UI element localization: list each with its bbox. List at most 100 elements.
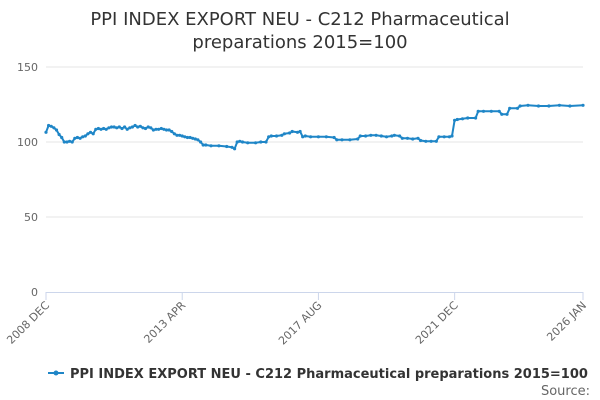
data-point [162, 127, 166, 131]
data-point [398, 134, 402, 138]
y-axis-labels: 0 50 100 150 [17, 61, 38, 299]
data-point [536, 104, 541, 108]
chart-title-line-2: preparations 2015=100 [192, 32, 407, 53]
data-point [191, 136, 195, 140]
data-point [390, 134, 394, 138]
data-point [348, 138, 352, 142]
data-point [508, 106, 512, 110]
x-axis-labels: 2008 DEC 2013 APR 2017 AUG 2021 DEC 2026 JAN [4, 299, 589, 348]
data-point [240, 140, 245, 144]
data-point [217, 144, 221, 148]
x-axis-ticks [45, 292, 584, 300]
data-point [442, 135, 446, 139]
data-point [167, 128, 171, 132]
data-point [225, 144, 229, 149]
data-point [149, 126, 153, 130]
data-point [280, 133, 284, 137]
x-tick-label-4: 2026 JAN [544, 299, 589, 344]
data-point [159, 126, 163, 131]
data-point [52, 126, 56, 130]
data-point [303, 134, 307, 138]
data-point [107, 126, 111, 130]
data-point [115, 126, 119, 130]
data-point [453, 118, 457, 122]
data-point [424, 139, 428, 143]
data-point [185, 135, 190, 140]
data-point [180, 134, 184, 138]
data-point [196, 138, 200, 142]
data-point [481, 109, 486, 113]
x-tick-label-0: 2008 DEC [4, 299, 52, 347]
data-point [47, 123, 51, 128]
legend-label: PPI INDEX EXPORT NEU - C212 Pharmaceutic… [70, 367, 588, 382]
data-point [136, 125, 140, 129]
data-point [518, 104, 522, 108]
data-point [290, 129, 294, 134]
data-point [75, 135, 79, 140]
data-point [209, 144, 213, 148]
data-point [54, 128, 59, 132]
data-point [335, 138, 339, 142]
data-point [411, 137, 415, 141]
data-point [295, 130, 300, 134]
data-point [233, 147, 237, 151]
data-point [400, 136, 404, 140]
data-point [73, 136, 77, 140]
data-point [175, 133, 179, 137]
credit-text[interactable]: Source: [541, 384, 590, 399]
y-tick-label-100: 100 [17, 136, 38, 149]
data-point [130, 125, 134, 129]
data-point [201, 143, 205, 147]
data-point [81, 135, 85, 139]
data-point [379, 134, 383, 138]
y-tick-label-50: 50 [24, 211, 38, 224]
data-point [301, 135, 305, 139]
data-point [384, 135, 389, 139]
data-point [437, 135, 441, 139]
data-point [83, 134, 87, 138]
data-point [141, 126, 145, 130]
data-point [526, 103, 530, 107]
data-point [128, 126, 132, 130]
data-point [199, 140, 203, 144]
data-point [157, 127, 161, 131]
data-point [68, 139, 72, 143]
data-point [133, 123, 137, 128]
data-point [204, 143, 208, 147]
data-point [356, 137, 360, 141]
data-point [450, 134, 454, 138]
legend[interactable]: PPI INDEX EXPORT NEU - C212 Pharmaceutic… [48, 367, 588, 382]
data-point [364, 134, 368, 138]
data-point [94, 127, 98, 131]
data-point [455, 117, 459, 122]
data-point [230, 145, 234, 149]
data-point [78, 136, 82, 140]
data-point [392, 133, 396, 137]
data-point [557, 103, 562, 107]
data-point [405, 136, 410, 140]
data-point [104, 127, 108, 131]
data-point [274, 134, 279, 138]
data-point [547, 104, 551, 108]
data-point [65, 140, 69, 144]
data-point [193, 137, 197, 141]
data-point [298, 129, 302, 134]
data-point [117, 125, 121, 129]
data-point [120, 126, 124, 131]
data-point [112, 125, 116, 129]
data-point [146, 125, 150, 129]
data-point [172, 132, 176, 136]
data-point [188, 135, 192, 140]
data-point [316, 135, 320, 139]
data-point [466, 116, 470, 120]
data-point [99, 127, 103, 131]
data-point [125, 127, 129, 131]
data-point [429, 139, 433, 143]
data-point [178, 133, 182, 137]
data-point [60, 135, 64, 140]
data-point [170, 129, 174, 134]
data-point [374, 133, 378, 137]
x-tick-label-3: 2021 DEC [413, 299, 461, 347]
data-point [447, 135, 451, 139]
